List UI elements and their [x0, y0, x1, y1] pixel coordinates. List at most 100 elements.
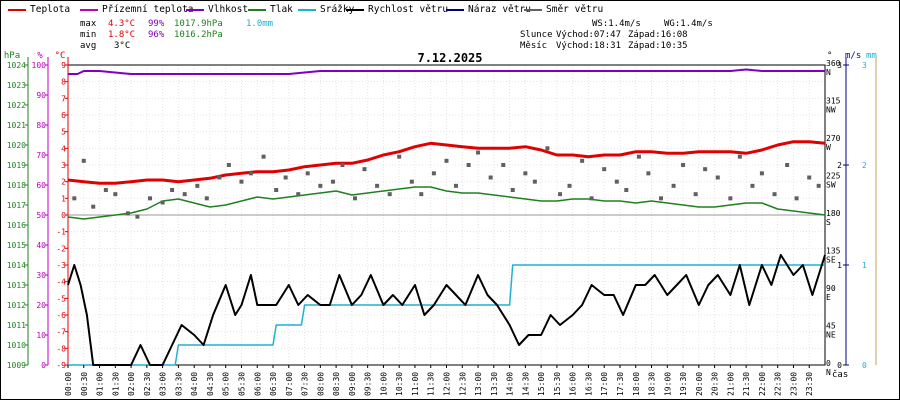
x-tick-label: 01:30 [111, 372, 120, 396]
percent-axis-tick-label: 10 [36, 331, 46, 340]
wind-direction-point [671, 183, 676, 188]
wind-direction-point [624, 188, 629, 192]
percent-axis-tick-label: 100 [32, 61, 47, 70]
direction-axis-label: ° [827, 51, 832, 61]
series-layer [67, 68, 826, 366]
wind-direction-point [239, 179, 244, 184]
x-tick-label: 11:00 [411, 372, 420, 396]
legend: Teplota Přízemní teplota Vlhkost Tlak Srážky… [8, 4, 898, 18]
rain-tick-label: 0 [862, 361, 867, 370]
wind-direction-point [72, 196, 77, 201]
wind-direction-point [466, 163, 471, 167]
wind-direction-point [160, 200, 165, 205]
wind-direction-point [419, 192, 424, 197]
wind-direction-point [226, 163, 231, 167]
wind-direction-point [274, 188, 279, 192]
wind-direction-point [658, 196, 663, 201]
moon-row: Měsíc Východ:18:31 Západ:10:35 [520, 41, 688, 51]
legend-label: Rychlost větru [368, 4, 449, 15]
wind-direction-point [453, 183, 458, 188]
wind-direction-point [737, 154, 742, 159]
celsius-axis-tick-label: 9 [61, 61, 66, 70]
x-tick-label: 09:00 [348, 372, 357, 396]
wind-direction-point [785, 163, 790, 167]
celsius-axis-tick-label: 0 [61, 211, 66, 220]
wind-tick-label: 3 [837, 61, 842, 70]
celsius-axis-tick-label: 1 [61, 194, 66, 203]
x-tick-label: 02:00 [127, 372, 136, 396]
x-tick-label: 21:30 [742, 372, 751, 396]
legend-label: Srážky [320, 4, 355, 15]
x-tick-label: 22:00 [758, 372, 767, 396]
x-tick-label: 19:30 [679, 372, 688, 396]
series-line [67, 186, 826, 220]
wind-direction-point [523, 171, 528, 176]
hpa-axis-tick-label: 1013 [7, 281, 26, 290]
direction-name-label: NW [826, 106, 836, 115]
x-tick-label: 12:30 [458, 372, 467, 396]
percent-axis-tick-label: 50 [36, 211, 46, 220]
hpa-axis-tick-label: 1019 [7, 161, 26, 170]
wind-info-row: WS:1.4m/s WG:1.4m/s [592, 19, 713, 29]
legend-swatch [248, 8, 266, 11]
x-tick-label: 07:30 [301, 372, 310, 396]
direction-name-label: N [826, 368, 831, 377]
wind-tick-label: 1 [837, 261, 842, 270]
stats-block: max 4.3°C 99% 1017.9hPa 1.0mm min 1.8°C 96% 101… [80, 19, 273, 52]
x-tick-label: 21:00 [726, 372, 735, 396]
wind-direction-point [296, 192, 301, 197]
wind-direction-point [91, 204, 96, 209]
wind-direction-point [182, 192, 187, 197]
rain-tick-label: 1 [862, 261, 867, 270]
wind-direction-point [375, 183, 380, 188]
stats-avg-row: avg 3°C [80, 41, 131, 51]
wind-direction-point [681, 163, 686, 167]
wind-direction-point [759, 171, 764, 176]
wind-direction-point [510, 188, 515, 192]
percent-axis-tick-label: 30 [36, 271, 46, 280]
x-tick-label: 04:30 [206, 372, 215, 396]
celsius-axis-tick-label: 4 [61, 144, 66, 153]
wind-direction-point [602, 167, 607, 172]
hpa-axis-tick-label: 1024 [7, 61, 26, 70]
direction-tick-label: 0 [826, 359, 831, 368]
direction-tick-label: 90 [826, 284, 836, 293]
percent-axis-label: % [37, 51, 43, 61]
percent-axis-tick-label: 60 [36, 181, 46, 190]
wind-direction-point [488, 175, 493, 180]
wind-tick-label: 2 [837, 161, 842, 170]
wind-direction-point [409, 179, 414, 184]
wind-direction-point [318, 183, 323, 188]
wind-direction-point [248, 171, 253, 176]
wind-direction-point [135, 214, 140, 219]
legend-item: Tlak [248, 4, 293, 15]
celsius-axis-tick-label: -5 [56, 294, 66, 303]
x-tick-label: 23:00 [789, 372, 798, 396]
x-tick-label: 17:30 [616, 372, 625, 396]
legend-swatch [524, 8, 542, 11]
hpa-axis-label: hPa [4, 51, 20, 61]
wind-direction-point [103, 188, 108, 192]
wind-direction-point [217, 175, 222, 180]
legend-item: Rychlost větru [346, 4, 448, 15]
x-tick-label: 07:00 [285, 372, 294, 396]
x-tick-label: 13:00 [474, 372, 483, 396]
series-line [67, 254, 826, 366]
wind-direction-point [589, 196, 594, 201]
hpa-axis-tick-label: 1009 [7, 361, 26, 370]
legend-swatch [80, 8, 98, 11]
direction-name-label: E [826, 293, 831, 302]
hpa-axis-tick-label: 1020 [7, 141, 26, 150]
x-tick-label: 09:30 [364, 372, 373, 396]
celsius-axis-tick-label: 5 [61, 128, 66, 137]
legend-item: Přízemní teplota [80, 4, 194, 15]
wind-direction-point [772, 192, 777, 197]
direction-name-label: W [826, 143, 831, 152]
wind-direction-point [703, 167, 708, 172]
x-tick-label: 14:00 [506, 372, 515, 396]
wind-direction-point [330, 179, 335, 184]
wind-direction-point [340, 163, 345, 167]
legend-swatch [346, 8, 364, 11]
x-tick-label: 14:30 [521, 372, 530, 396]
x-ticks: 00:00 00:30 01:00 01:30 02:00 02:30 03:00 03:30… [64, 365, 814, 396]
